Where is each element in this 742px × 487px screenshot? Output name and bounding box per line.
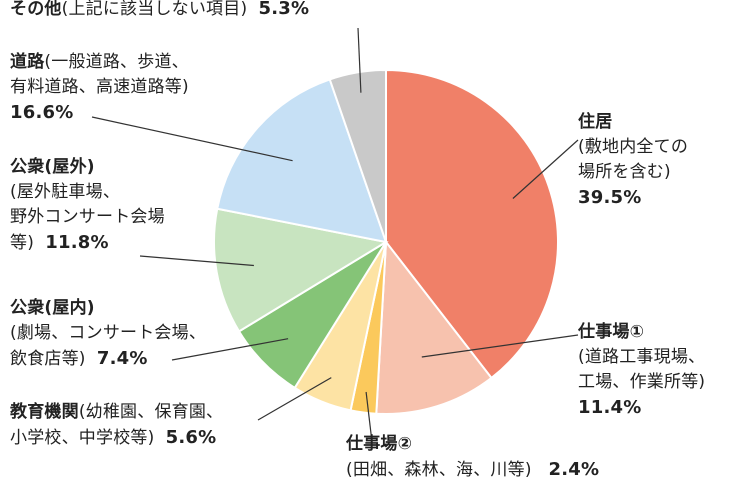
label-shigotoba-1: 仕事場① (道路工事現場、 工場、作業所等) 11.4% [578,322,706,418]
label-shigotoba-2: 仕事場② (田畑、森林、海、川等) 2.4% [346,434,600,480]
label-jukyo: 住居 (敷地内全ての 場所を含む) 39.5% [578,112,689,208]
leader-line-kyoiku [257,377,332,421]
leader-line-sonota [357,27,362,93]
pie-slice-jukyo [385,68,559,380]
label-kyoiku: 教育機関(幼稚園、保育園、 小学校、中学校等) 5.6% [10,402,224,448]
leader-line-doro [91,116,293,162]
leader-line-jukyo [512,139,579,199]
leader-line-shigotoba-1 [421,334,579,358]
pie-slice-sonota [328,68,387,243]
leader-lines [91,27,579,443]
label-sonota: その他(上記に該当しない項目) 5.3% [10,0,310,19]
leader-line-koshu-okugai [139,255,254,267]
leader-line-shigotoba-2 [365,391,373,443]
leader-line-koshu-okunai [171,338,289,361]
label-doro: 道路(一般道路、歩道、 有料道路、高速道路等) 16.6% [10,52,189,123]
pie-slice-koshu-okugai [213,207,389,333]
pie-slice-shigotoba-1 [375,239,493,416]
label-koshu-okunai: 公衆(屋内) (劇場、コンサート会場、 飲食店等) 7.4% [10,298,207,369]
pie-slices [213,68,559,416]
label-koshu-okugai: 公衆(屋外) (屋外駐車場、 野外コンサート会場 等) 11.8% [10,157,165,253]
